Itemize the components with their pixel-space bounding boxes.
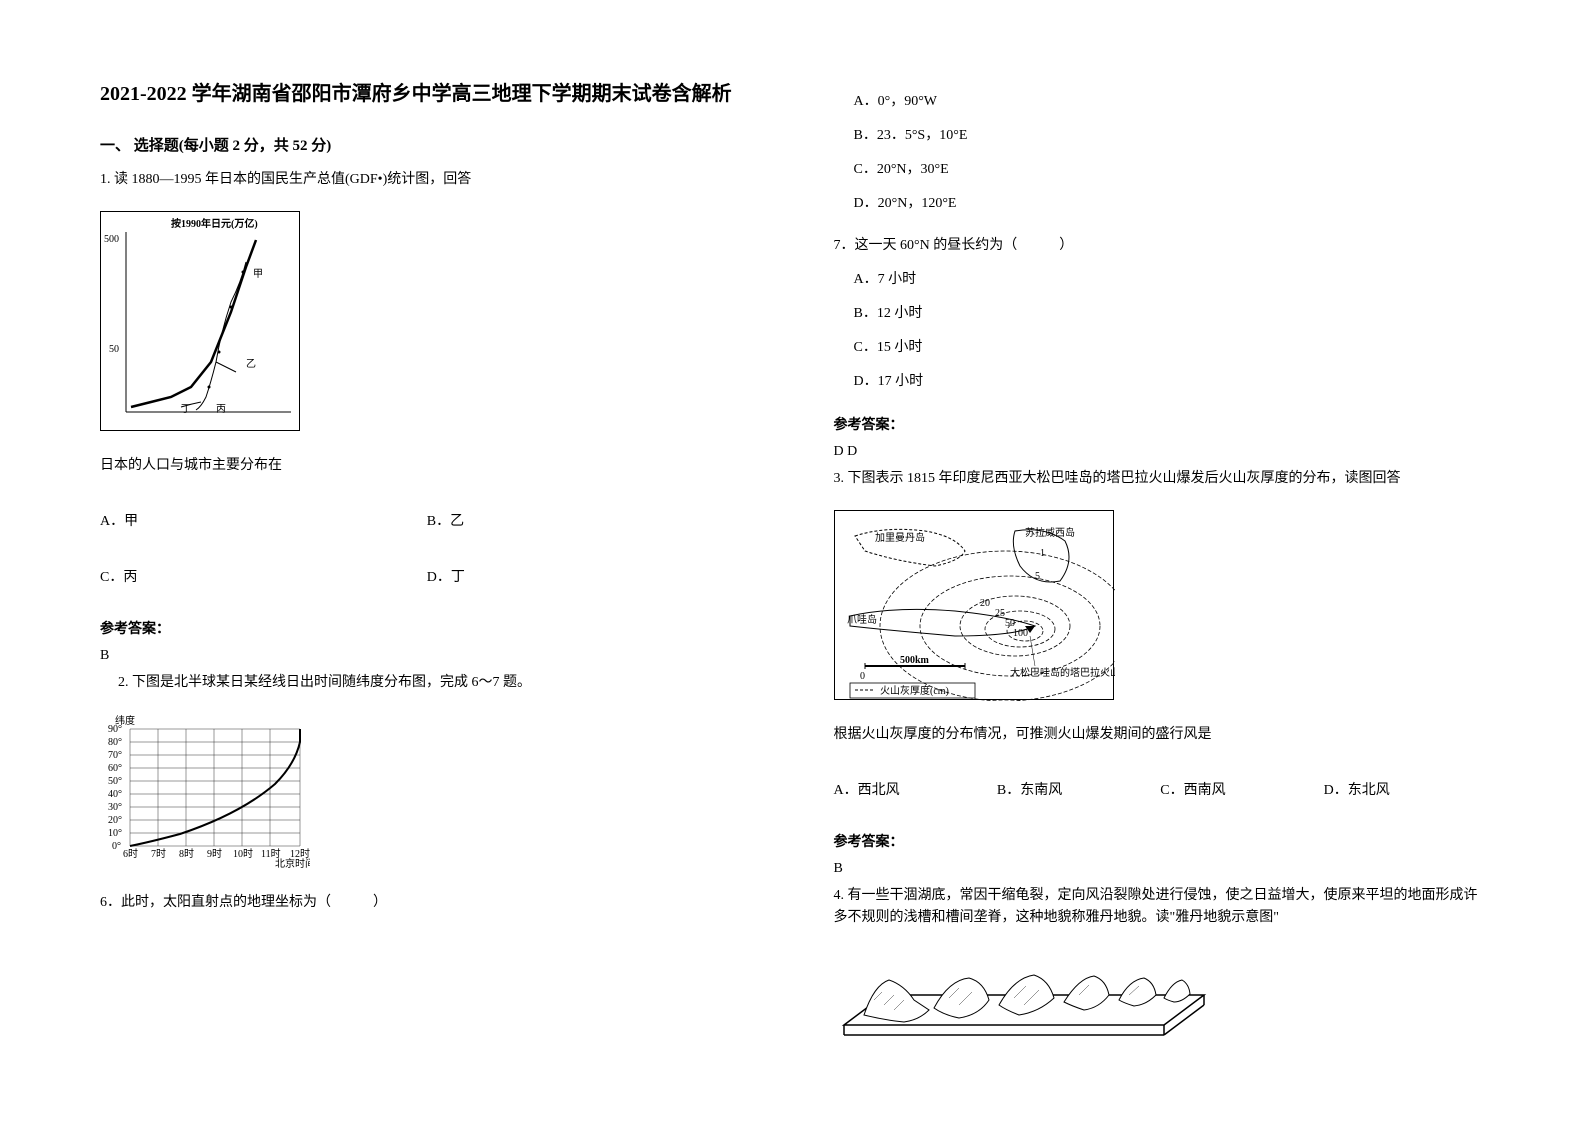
q1-figure: 按1990年日元(万亿) 500 50 甲 乙 丙 丁 (100, 211, 754, 431)
q1-opt-d: D．丁 (427, 562, 754, 590)
q2-opts7: A．7 小时 B．12 小时 C．15 小时 D．17 小时 (834, 258, 1488, 400)
document-title: 2021-2022 学年湖南省邵阳市潭府乡中学高三地理下学期期末试卷含解析 (100, 80, 754, 108)
q1-options-row2: C．丙 D．丁 (100, 562, 754, 590)
ytick-30: 30° (108, 802, 122, 813)
ytick-10: 10° (108, 828, 122, 839)
xtick-6: 6时 (123, 848, 138, 860)
q3-opt-a: A．西北风 (834, 775, 997, 803)
q2-opt7-b: B．12 小时 (834, 298, 1488, 326)
q1-opt-c: C．丙 (100, 562, 427, 590)
q2-answer-label: 参考答案： (834, 414, 1488, 434)
mark-yi: 乙 (246, 358, 256, 370)
q3-opt-c: C．西南风 (1160, 775, 1323, 803)
q3-answer: B (834, 861, 1488, 877)
q2-opt6-c: C．20°N，30°E (834, 154, 1488, 182)
q2-sub7: 7．这一天 60°N 的昼长约为（ ） (834, 234, 1488, 254)
volcano-map: 加里曼丹岛 苏拉威西岛 爪哇岛 1 5 20 25 50 100 0 500km… (834, 510, 1114, 700)
japan-gdp-chart: 按1990年日元(万亿) 500 50 甲 乙 丙 丁 (100, 211, 300, 431)
q3-opt-d: D．东北风 (1324, 775, 1487, 803)
label-kalimantan: 加里曼丹岛 (875, 531, 925, 544)
sunrise-chart: 纬度 (100, 714, 310, 869)
ytick-70: 70° (108, 750, 122, 761)
contour-20: 20 (980, 598, 990, 609)
contour-5: 5 (1035, 571, 1040, 582)
contour-100: 100 (1013, 628, 1028, 639)
q1-stem: 1. 读 1880—1995 年日本的国民生产总值(GDF•)统计图，回答 (100, 169, 754, 191)
xtick-8: 8时 (179, 848, 194, 860)
q2-opt6-b: B．23．5°S，10°E (834, 120, 1488, 148)
label-sulawesi: 苏拉威西岛 (1025, 526, 1075, 539)
ytick-60: 60° (108, 763, 122, 774)
q3-answer-label: 参考答案： (834, 831, 1488, 851)
scale-label: 500km (900, 655, 930, 666)
legend-text: 火山灰厚度(cm) (880, 684, 949, 697)
q3-sub: 根据火山灰厚度的分布情况，可推测火山爆发期间的盛行风是 (834, 724, 1488, 746)
q2-opt7-a: A．7 小时 (834, 264, 1488, 292)
mark-jia: 甲 (253, 269, 263, 280)
q2-opt7-c: C．15 小时 (834, 332, 1488, 360)
q2-opt6-d: D．20°N，120°E (834, 188, 1488, 216)
section-header: 一、 选择题(每小题 2 分，共 52 分) (100, 134, 754, 155)
q1-options-row1: A．甲 B．乙 (100, 506, 754, 534)
q2-figure: 纬度 (100, 714, 754, 869)
contour-25: 25 (995, 608, 1005, 619)
ytick-80: 80° (108, 737, 122, 748)
ytick-0: 0° (112, 841, 121, 852)
q3-stem: 3. 下图表示 1815 年印度尼西亚大松巴哇岛的塔巴拉火山爆发后火山灰厚度的分… (834, 468, 1488, 490)
q2-opt7-d: D．17 小时 (834, 366, 1488, 394)
chart-title-text: 按1990年日元(万亿) (171, 217, 258, 230)
q2-opt6-a: A．0°，90°W (834, 86, 1488, 114)
ytick-20: 20° (108, 815, 122, 826)
volcano-label: 大松巴哇岛的塔巴拉火山 (1010, 666, 1115, 679)
ytick-50: 50° (108, 776, 122, 787)
q3-figure: 加里曼丹岛 苏拉威西岛 爪哇岛 1 5 20 25 50 100 0 500km… (834, 510, 1488, 700)
q2-sub6: 6．此时，太阳直射点的地理坐标为（ ） (100, 891, 754, 911)
q3-options: A．西北风 B．东南风 C．西南风 D．东北风 (834, 775, 1488, 803)
q2-stem: 2. 下图是北半球某日某经线日出时间随纬度分布图，完成 6～7 题。 (100, 672, 754, 694)
q1-opt-a: A．甲 (100, 506, 427, 534)
y-tick-50: 50 (109, 344, 119, 355)
yadan-diagram (834, 950, 1214, 1040)
q1-sub: 日本的人口与城市主要分布在 (100, 455, 754, 477)
q4-figure (834, 950, 1488, 1040)
ytick-40: 40° (108, 789, 122, 800)
label-java: 爪哇岛 (847, 613, 877, 626)
q2-opts6: A．0°，90°W B．23．5°S，10°E C．20°N，30°E D．20… (834, 80, 1488, 222)
q1-opt-b: B．乙 (427, 506, 754, 534)
contour-1: 1 (1040, 548, 1045, 559)
q1-answer: B (100, 648, 754, 664)
scale-zero: 0 (860, 671, 865, 682)
q1-answer-label: 参考答案： (100, 618, 754, 638)
x-axis-label: 北京时间 (275, 857, 310, 869)
xtick-9: 9时 (207, 848, 222, 860)
right-column: A．0°，90°W B．23．5°S，10°E C．20°N，30°E D．20… (834, 80, 1488, 1082)
ytick-90: 90° (108, 724, 122, 735)
q4-stem: 4. 有一些干涸湖底，常因干缩龟裂，定向风沿裂隙处进行侵蚀，使之日益增大，使原来… (834, 885, 1488, 930)
q2-answer: D D (834, 444, 1488, 460)
y-tick-500: 500 (104, 234, 119, 245)
xtick-10: 10时 (233, 848, 253, 860)
left-column: 2021-2022 学年湖南省邵阳市潭府乡中学高三地理下学期期末试卷含解析 一、… (100, 80, 754, 1082)
mark-bing: 丙 (216, 404, 226, 415)
q3-opt-b: B．东南风 (997, 775, 1160, 803)
xtick-7: 7时 (151, 848, 166, 860)
mark-ding: 丁 (181, 404, 191, 415)
